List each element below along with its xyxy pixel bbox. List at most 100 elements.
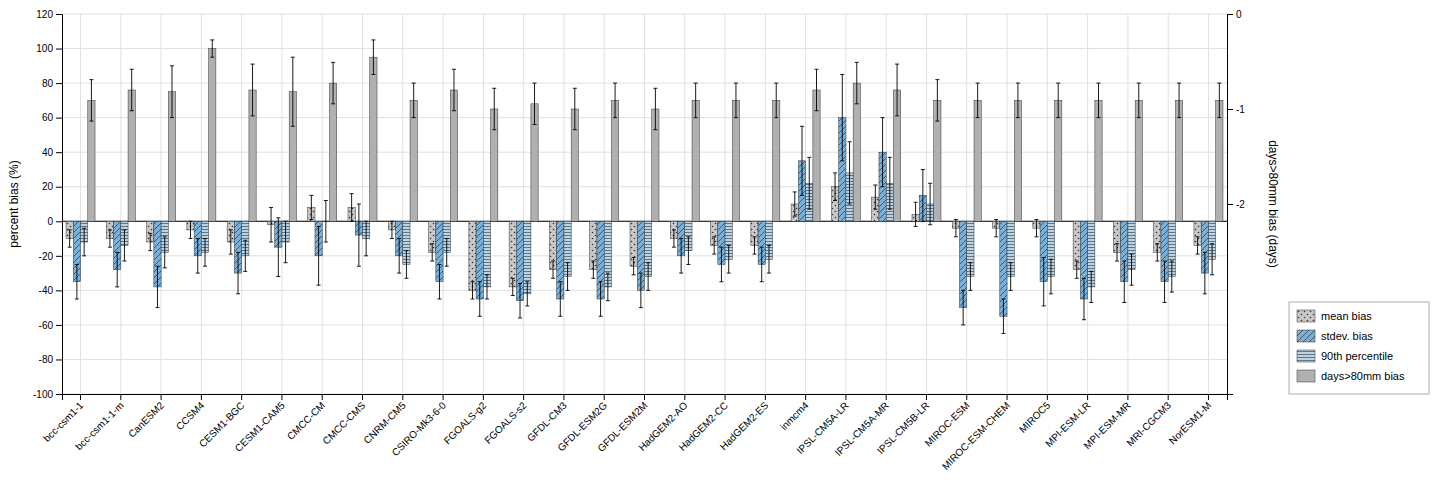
error-cap [632, 257, 636, 258]
x-tick-mark [1047, 394, 1048, 400]
y-tick-label: -100 [33, 389, 53, 400]
x-tick-mark [845, 394, 846, 400]
error-bar [842, 74, 843, 160]
error-cap [243, 240, 247, 241]
error-cap [75, 264, 79, 265]
error-bar [494, 88, 495, 129]
error-bar [76, 264, 77, 299]
bar [853, 83, 860, 221]
error-cap [591, 278, 595, 279]
grid-line-x [684, 14, 685, 394]
error-cap [767, 273, 771, 274]
error-cap [994, 219, 998, 220]
x-tick-mark [241, 394, 242, 400]
y2-tick-mark [1227, 204, 1233, 205]
error-bar [1124, 261, 1125, 302]
error-bar [970, 263, 971, 291]
error-cap [1155, 261, 1159, 262]
y-tick-label: 60 [42, 112, 54, 123]
error-bar [1197, 237, 1198, 254]
x-tick: inmcm4 [778, 394, 811, 432]
error-cap [309, 195, 313, 196]
error-bar [351, 194, 352, 222]
error-cap [976, 83, 980, 84]
error-cap [1137, 117, 1141, 118]
y2-axis-line [1228, 15, 1234, 395]
x-tick: CMCC-CM [285, 394, 327, 442]
error-cap [653, 88, 657, 89]
error-cap [1089, 271, 1093, 272]
error-cap [551, 278, 555, 279]
error-cap [357, 204, 361, 205]
error-cap [815, 110, 819, 111]
error-cap [163, 267, 167, 268]
y-tick: 0 [47, 216, 62, 227]
legend-label: stdev. bias [1321, 330, 1373, 342]
error-cap [606, 300, 610, 301]
error-cap [968, 290, 972, 291]
x-tick-label: CCSM4 [174, 399, 207, 432]
legend-label: 90th percentile [1321, 350, 1393, 362]
error-cap [397, 273, 401, 274]
error-cap [694, 117, 698, 118]
error-bar [1091, 271, 1092, 302]
y2-tick: -1 [1227, 104, 1245, 115]
error-cap [148, 250, 152, 251]
error-cap [558, 316, 562, 317]
error-cap [1034, 236, 1038, 237]
error-bar [69, 230, 70, 247]
x-tick: MIROC5 [1017, 394, 1053, 435]
grid-line-x [604, 14, 605, 394]
y-tick-label: 40 [42, 147, 54, 158]
error-cap [895, 64, 899, 65]
legend-label: days>80mm bias [1321, 370, 1405, 382]
grid-line-x [725, 14, 726, 394]
error-cap [236, 293, 240, 294]
error-cap [518, 318, 522, 319]
error-cap [155, 307, 159, 308]
error-bar [875, 185, 876, 209]
error-cap [243, 271, 247, 272]
error-bar [439, 264, 440, 299]
y-tick: 80 [42, 78, 62, 89]
error-cap [727, 245, 731, 246]
x-tick-mark [886, 394, 887, 400]
error-bar [1157, 244, 1158, 261]
error-cap [452, 110, 456, 111]
error-cap [148, 233, 152, 234]
error-cap [1042, 305, 1046, 306]
bar [1175, 100, 1182, 221]
error-bar [311, 195, 312, 219]
error-cap [445, 266, 449, 267]
error-cap [1196, 254, 1200, 255]
error-cap [694, 83, 698, 84]
error-cap [1210, 274, 1214, 275]
error-cap [672, 229, 676, 230]
error-cap [412, 83, 416, 84]
error-cap [1096, 117, 1100, 118]
error-cap [269, 242, 273, 243]
error-bar [681, 239, 682, 274]
error-bar [358, 204, 359, 266]
error-bar [735, 83, 736, 118]
y-tick: 20 [42, 181, 62, 192]
bar [1095, 100, 1102, 221]
legend-label: mean bias [1321, 310, 1372, 322]
y-tick-mark [56, 14, 62, 15]
error-cap [170, 117, 174, 118]
error-cap [1217, 83, 1221, 84]
error-bar [520, 283, 521, 318]
error-cap [881, 117, 885, 118]
x-tick-label: MIROC5 [1017, 399, 1053, 435]
y-tick: -20 [39, 251, 62, 262]
error-bar [809, 157, 810, 209]
error-bar [754, 237, 755, 254]
error-cap [591, 261, 595, 262]
grid-line-x [483, 14, 484, 394]
error-cap [855, 103, 859, 104]
error-cap [533, 124, 537, 125]
error-bar [124, 230, 125, 261]
x-tick: HadGEM2-ES [718, 394, 771, 452]
error-bar [794, 192, 795, 216]
error-cap [686, 264, 690, 265]
